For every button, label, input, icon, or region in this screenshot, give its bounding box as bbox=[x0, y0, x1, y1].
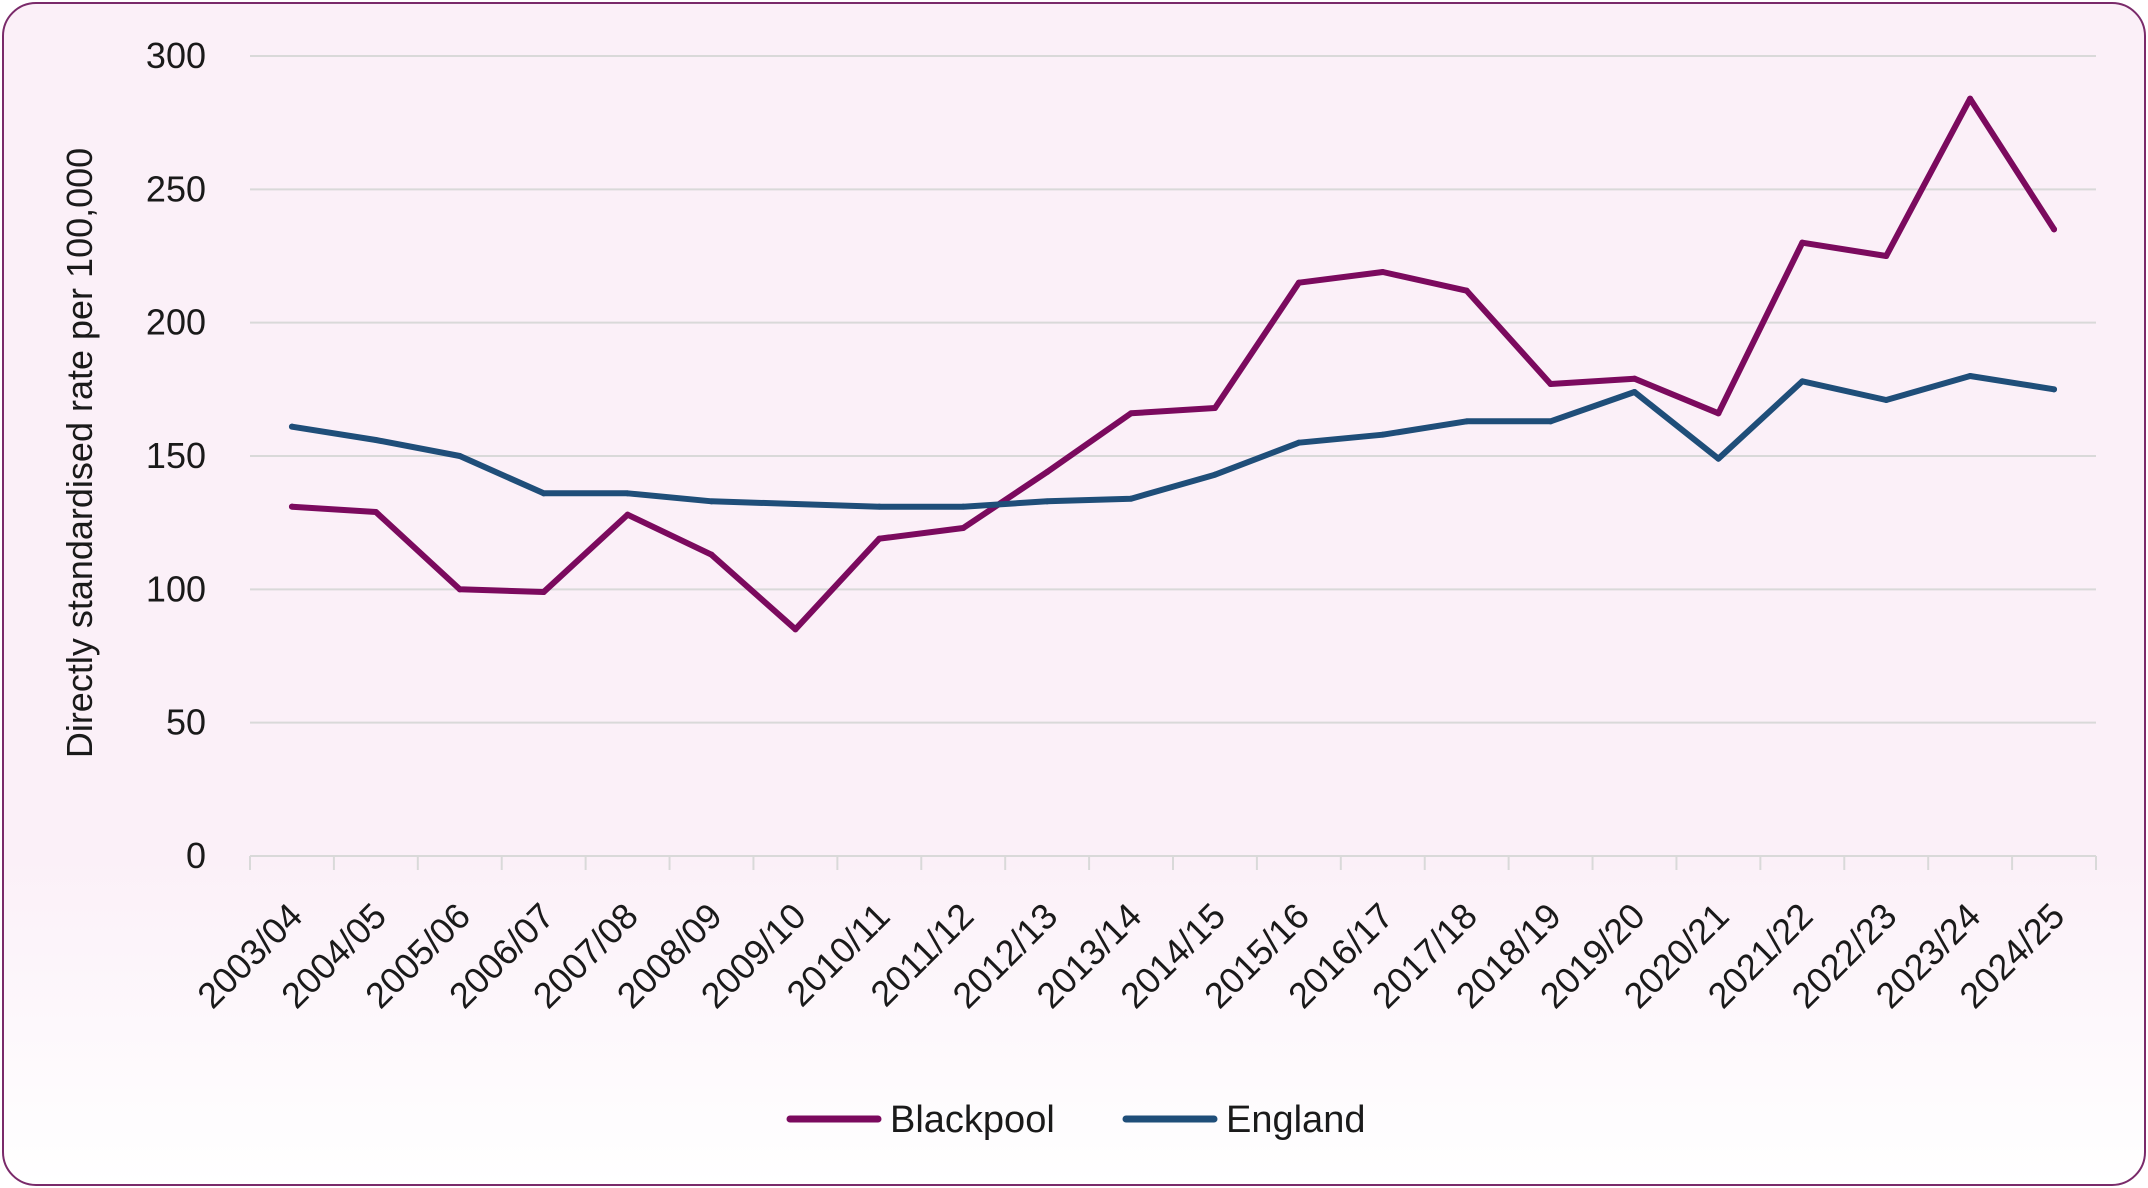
data-point-england bbox=[708, 498, 715, 505]
line-chart: 0 50 100 150 200 250 300 2003/042004/052005/06… bbox=[59, 35, 2097, 1141]
data-point-blackpool bbox=[1295, 279, 1302, 286]
data-point-blackpool bbox=[1715, 410, 1722, 417]
y-axis-tick-labels: 0 50 100 150 200 250 300 bbox=[146, 35, 206, 876]
data-point-blackpool bbox=[1044, 469, 1051, 475]
data-point-blackpool bbox=[1379, 269, 1386, 275]
data-point-england bbox=[1799, 378, 1806, 385]
data-point-england bbox=[792, 501, 799, 507]
data-point-blackpool bbox=[1799, 239, 1806, 246]
data-point-blackpool bbox=[960, 525, 967, 531]
data-point-england bbox=[372, 437, 379, 443]
data-point-blackpool bbox=[1967, 95, 1974, 102]
series-lines bbox=[288, 95, 2058, 633]
legend: Blackpool England bbox=[786, 1099, 1365, 1141]
y-tick-label: 50 bbox=[166, 702, 206, 743]
data-point-england bbox=[876, 503, 883, 510]
data-point-blackpool bbox=[1463, 287, 1470, 294]
data-point-blackpool bbox=[876, 535, 883, 542]
y-tick-label: 300 bbox=[146, 35, 206, 76]
data-point-england bbox=[2051, 386, 2058, 393]
data-point-england bbox=[1631, 389, 1638, 395]
x-axis bbox=[249, 855, 2097, 870]
gridlines bbox=[250, 55, 2096, 724]
data-point-england bbox=[624, 490, 631, 497]
data-point-england bbox=[1211, 471, 1218, 478]
data-point-blackpool bbox=[1547, 381, 1554, 387]
data-point-england bbox=[1128, 495, 1135, 502]
data-point-england bbox=[288, 423, 295, 430]
data-point-blackpool bbox=[1128, 410, 1135, 417]
data-point-blackpool bbox=[540, 589, 547, 595]
data-point-blackpool bbox=[372, 509, 379, 515]
data-point-blackpool bbox=[1883, 253, 1890, 259]
data-point-england bbox=[456, 453, 463, 459]
series-line-england bbox=[289, 373, 2057, 510]
data-point-england bbox=[540, 490, 547, 497]
data-point-england bbox=[960, 503, 967, 510]
data-point-blackpool bbox=[708, 551, 715, 558]
series-line-blackpool bbox=[289, 95, 2057, 633]
data-point-blackpool bbox=[624, 511, 631, 518]
data-point-england bbox=[1463, 418, 1470, 425]
data-point-blackpool bbox=[288, 503, 295, 510]
y-tick-label: 100 bbox=[146, 568, 206, 609]
data-point-england bbox=[1547, 418, 1554, 425]
data-point-blackpool bbox=[792, 626, 799, 633]
legend-label-blackpool: Blackpool bbox=[890, 1099, 1055, 1141]
data-point-england bbox=[1295, 439, 1302, 446]
data-point-blackpool bbox=[456, 586, 463, 593]
y-tick-label: 150 bbox=[146, 435, 206, 476]
y-tick-label: 200 bbox=[146, 302, 206, 343]
data-point-england bbox=[1379, 431, 1386, 438]
x-axis-tick-labels: 2003/042004/052005/062006/072007/082008/… bbox=[189, 895, 2072, 1016]
y-tick-label: 0 bbox=[186, 835, 206, 876]
data-point-blackpool bbox=[1631, 375, 1638, 382]
data-point-blackpool bbox=[1211, 405, 1218, 411]
data-point-england bbox=[1715, 455, 1722, 462]
y-axis-title: Directly standardised rate per 100,000 bbox=[59, 148, 100, 758]
data-point-england bbox=[1044, 498, 1051, 505]
data-point-england bbox=[1967, 373, 1974, 379]
data-point-england bbox=[1883, 397, 1890, 403]
data-point-blackpool bbox=[2051, 226, 2058, 233]
legend-label-england: England bbox=[1226, 1099, 1365, 1141]
y-tick-label: 250 bbox=[146, 168, 206, 209]
